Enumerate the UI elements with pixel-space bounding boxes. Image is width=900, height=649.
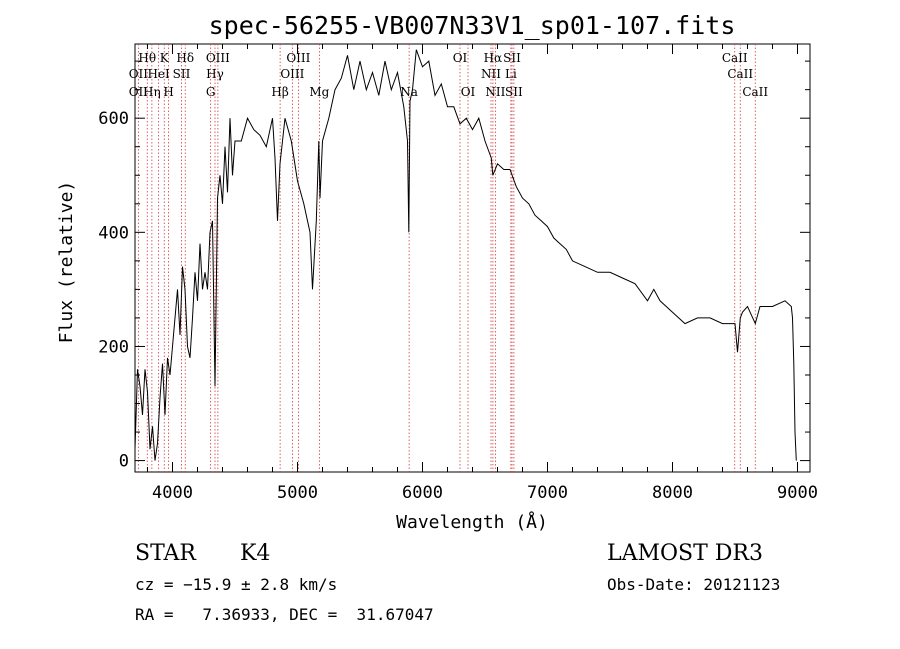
- spectral-line-label: OII: [129, 85, 149, 99]
- x-tick-label: 8000: [652, 483, 693, 503]
- axis-tick-labels: 4000 5000 6000 7000 8000 9000 0 200 400 600: [98, 109, 818, 503]
- flux-series-line: [134, 49, 797, 461]
- y-tick-label: 0: [119, 452, 129, 472]
- spectral-line-label: Hγ: [206, 67, 224, 81]
- spectral-line-markers: [137, 44, 756, 472]
- spectral-line-label: CaII: [722, 51, 748, 65]
- x-axis-label: Wavelength (Å): [396, 511, 548, 533]
- spectral-line-label: OI: [461, 85, 476, 99]
- spectral-line-label: OIII: [286, 51, 310, 65]
- spectral-line-label: CaII: [727, 67, 753, 81]
- obs-date: Obs-Date: 20121123: [607, 575, 780, 594]
- survey-label: LAMOST DR3: [607, 541, 763, 566]
- coordinates-readout: RA = 7.36933, DEC = 31.67047: [135, 605, 434, 624]
- spectral-line-label: Hα: [484, 51, 503, 65]
- x-tick-label: 7000: [527, 483, 568, 503]
- y-axis-label: Flux (relative): [56, 181, 77, 344]
- spectral-line-label: NII: [485, 85, 505, 99]
- x-tick-label: 5000: [277, 483, 318, 503]
- object-subclass: K4: [240, 541, 270, 566]
- spectral-line-label: HeI: [147, 67, 170, 81]
- x-tick-label: 6000: [402, 483, 443, 503]
- spectral-line-label: OIII: [206, 51, 230, 65]
- y-tick-label: 200: [98, 337, 129, 357]
- spectral-line-label: OIII: [280, 67, 304, 81]
- spectral-line-label: G: [206, 85, 216, 99]
- spectral-line-label: OI: [453, 51, 468, 65]
- spectral-line-label: H: [163, 85, 173, 99]
- y-tick-label: 400: [98, 223, 129, 243]
- spectral-line-label: Hθ: [138, 51, 156, 65]
- y-tick-label: 600: [98, 109, 129, 129]
- spectral-line-label: Li: [505, 67, 517, 81]
- velocity-readout: cz = −15.9 ± 2.8 km/s: [135, 575, 337, 594]
- spectral-line-label: SII: [505, 85, 523, 99]
- axis-ticks: [135, 44, 810, 472]
- spectral-line-label: Na: [400, 85, 418, 99]
- spectral-line-label: Hδ: [176, 51, 194, 65]
- spectral-line-label: CaII: [742, 85, 768, 99]
- plot-frame: [134, 43, 811, 473]
- spectral-line-label: Hβ: [271, 85, 288, 99]
- chart-title: spec-56255-VB007N33V1_sp01-107.fits: [209, 11, 736, 40]
- spectral-line-label: Mg: [309, 85, 329, 99]
- spectral-line-label: Hη: [143, 85, 161, 99]
- object-class: STAR: [135, 541, 197, 566]
- spectral-line-label: SII: [503, 51, 521, 65]
- x-tick-label: 4000: [152, 483, 193, 503]
- spectral-line-label: NII: [481, 67, 501, 81]
- spectral-line-label: SII: [173, 67, 191, 81]
- x-tick-label: 9000: [777, 483, 818, 503]
- spectral-line-label: K: [160, 51, 170, 65]
- spectral-line-label: OII: [129, 67, 149, 81]
